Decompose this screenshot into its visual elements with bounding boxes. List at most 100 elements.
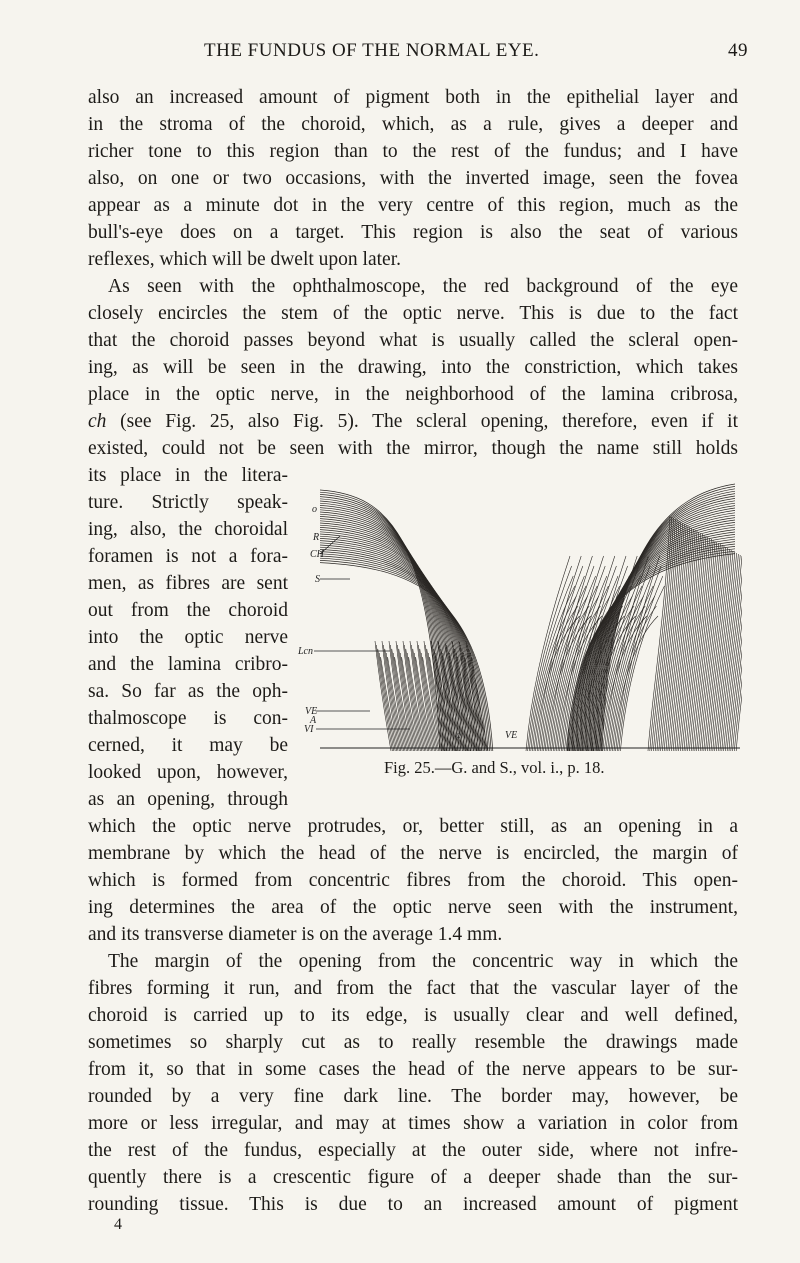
fibre [723,590,742,752]
fibre [663,524,687,752]
fibre [461,648,479,752]
fibre [399,652,417,752]
fibre [397,644,414,752]
fibre [592,555,638,752]
fibre [674,530,698,752]
fibre [530,585,576,752]
fibre [692,540,716,752]
text-line: and its transverse diameter is on the av… [88,924,503,945]
text-line: the rest of the fundus, especially at th… [88,1140,738,1161]
fibre [374,640,392,752]
fibre [377,648,395,752]
fibre [533,605,579,752]
figure-caption: Fig. 25.—G. and S., vol. i., p. 18. [384,758,605,777]
fibre [588,510,736,752]
fibre [734,677,742,752]
fibre [439,644,456,752]
fibre [376,644,393,752]
fibre [599,595,644,752]
fibre [398,648,416,752]
fibre [528,575,574,752]
fibre [576,595,622,752]
text-line: place in the optic nerve, in the neighbo… [88,384,738,405]
fibre [548,555,593,752]
fibre [581,555,627,752]
fibre [662,523,685,752]
fibre [656,520,680,752]
text-line: which the optic nerve protrudes, or, bet… [88,816,738,837]
fibre [607,575,652,752]
fibre [654,519,678,752]
fibre [647,515,671,752]
fibre [698,543,721,752]
fibre [696,542,719,752]
fibre [678,532,701,752]
fibre [672,529,696,752]
text-line: membrane by which the head of the nerve … [88,843,738,864]
fibre [589,605,635,752]
fibre [319,496,446,752]
fibre [319,557,490,752]
figure-label: VE [305,706,317,717]
fibre [412,648,430,752]
text-line: and the lamina cribro- [88,654,288,675]
fibre [383,644,400,752]
fibre [467,644,484,752]
fibre [418,644,435,752]
figure-label: R [312,532,319,543]
fibre [719,555,742,752]
fibre [680,533,703,752]
fibre [554,595,600,752]
fibre [437,640,455,752]
fibre [560,565,606,752]
fibre [605,565,651,752]
fibre [541,585,587,752]
fibre [716,553,739,752]
text-line: As seen with the ophthalmoscope, the red… [108,276,738,297]
fibre [616,565,662,752]
fibre [464,656,481,752]
fibre [578,605,624,752]
fibre [436,656,453,752]
fibre [411,644,428,752]
text-line: ture. Strictly speak- [88,492,288,513]
fibre [406,652,424,752]
page-number: 49 [728,40,748,61]
text-line: rounding tissue. This is due to an incre… [88,1194,738,1215]
fibre [660,522,683,752]
fibre [544,605,590,752]
fibre [565,595,611,752]
fibre [575,585,620,752]
fibre [429,656,446,752]
fibre [401,656,418,752]
text-line: rounded by a very fine dark line. The bo… [88,1086,738,1107]
fibre [448,652,466,752]
fibre [559,555,604,752]
text-line: choroid is carried up to its edge, is us… [88,1005,738,1026]
text-line: fibres forming it run, and from the fact… [88,978,738,999]
fibre [690,539,714,752]
fibre [319,553,487,752]
fibre [420,652,438,752]
fibre [687,537,710,752]
fibre [425,644,442,752]
fibre [408,656,425,752]
fibre [536,555,582,752]
fibre [570,555,616,752]
text-line: The margin of the opening from the conce… [108,951,738,972]
fibre [430,640,448,752]
text-line: closely encircles the stem of the optic … [88,303,738,324]
fibre [701,545,725,752]
figure-label: VE [505,730,517,741]
fibre [381,640,399,752]
text-line: more or less irregular, and may at times… [88,1113,738,1134]
fibre [422,656,439,752]
signature-mark: 4 [114,1216,122,1233]
fibre [712,551,736,752]
text-line: looked upon, however, [88,762,288,783]
fibre [725,606,742,752]
fibre [446,644,463,752]
text-line: ch (see Fig. 25, also Fig. 5). The scler… [88,408,738,435]
fibre [694,541,718,752]
fibre [596,575,641,752]
